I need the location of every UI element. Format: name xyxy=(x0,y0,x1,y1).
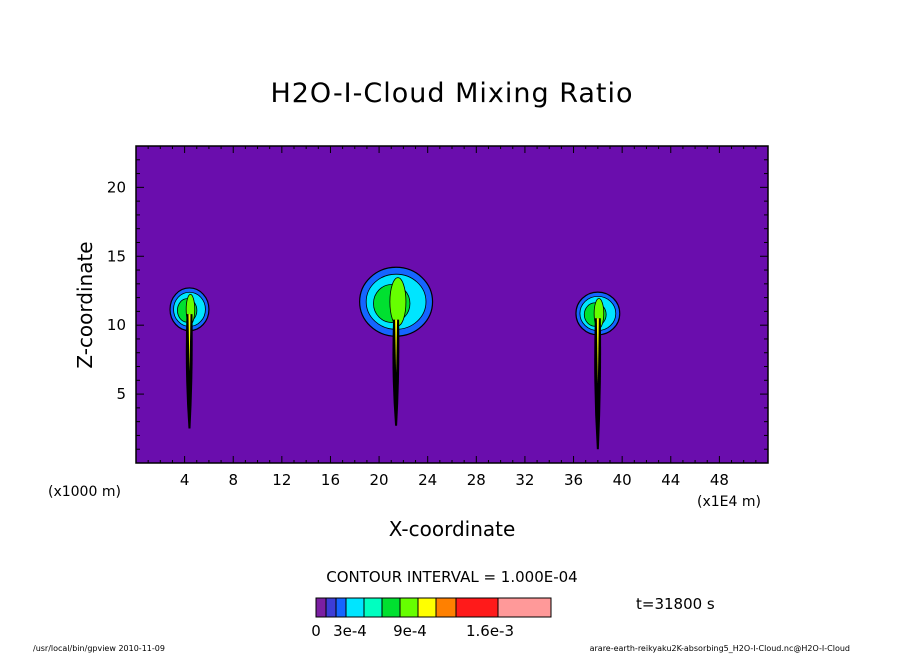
y-tick-label: 20 xyxy=(107,178,126,196)
cloud-stem-core xyxy=(188,314,191,372)
time-label: t=31800 s xyxy=(636,595,715,613)
x-tick-label: 40 xyxy=(613,471,632,489)
cloud-layer xyxy=(169,266,621,450)
cloud-stem xyxy=(185,314,193,429)
x-tick-label: 24 xyxy=(418,471,437,489)
footer-right: arare-earth-reikyaku2K-absorbing5_H2O-I-… xyxy=(590,644,850,653)
colorbar-cell xyxy=(345,597,365,618)
y-tick-label: 10 xyxy=(107,316,126,334)
colorbar-label: 1.6e-3 xyxy=(466,622,514,640)
x-unit-left: (x1000 m) xyxy=(48,484,121,500)
cloud-stem-core xyxy=(395,319,398,373)
y-tick-label: 5 xyxy=(116,385,126,403)
contour-interval: CONTOUR INTERVAL = 1.000E-04 xyxy=(326,568,577,586)
y-tick-label: 15 xyxy=(107,247,126,265)
colorbar-cell xyxy=(497,597,552,618)
colorbar-cell xyxy=(417,597,437,618)
colorbar-cell xyxy=(325,597,337,618)
x-tick-label: 36 xyxy=(564,471,583,489)
x-tick-label: 32 xyxy=(515,471,534,489)
x-tick-label: 8 xyxy=(228,471,238,489)
colorbar-label: 0 xyxy=(311,622,321,640)
plot-area xyxy=(135,145,769,464)
chart-title: H2O-I-Cloud Mixing Ratio xyxy=(270,78,633,109)
x-tick-label: 44 xyxy=(661,471,680,489)
colorbar-label: 9e-4 xyxy=(393,622,427,640)
colorbar-labels: 0 3e-4 9e-4 1.6e-3 xyxy=(311,622,514,640)
plot-background xyxy=(136,146,768,463)
colorbar-cell xyxy=(399,597,419,618)
x-tick-label: 28 xyxy=(467,471,486,489)
x-tick-label: 20 xyxy=(370,471,389,489)
colorbar-cell xyxy=(381,597,401,618)
colorbar-cell xyxy=(435,597,457,618)
x-axis: 4 8 12 16 20 24 28 32 36 40 44 48 xyxy=(147,146,757,489)
x-unit-right: (x1E4 m) xyxy=(697,494,761,510)
footer-left: /usr/local/bin/gpview 2010-11-09 xyxy=(33,644,165,653)
x-axis-label: X-coordinate xyxy=(389,517,516,541)
cloud-stem xyxy=(392,319,400,426)
colorbar-cell xyxy=(335,597,347,618)
cloud-stem-core xyxy=(596,318,599,384)
y-axis: 5 10 15 20 xyxy=(107,159,768,450)
colorbar xyxy=(315,597,552,618)
colorbar-cell xyxy=(315,597,327,618)
x-tick-label: 4 xyxy=(180,471,190,489)
colorbar-cell xyxy=(455,597,499,618)
colorbar-label: 3e-4 xyxy=(333,622,367,640)
y-axis-label: Z-coordinate xyxy=(73,241,97,368)
x-tick-label: 16 xyxy=(321,471,340,489)
cloud-anvil-core xyxy=(389,277,407,327)
x-tick-label: 48 xyxy=(710,471,729,489)
colorbar-cell xyxy=(363,597,383,618)
x-tick-label: 12 xyxy=(272,471,291,489)
cloud-stem xyxy=(594,318,602,450)
